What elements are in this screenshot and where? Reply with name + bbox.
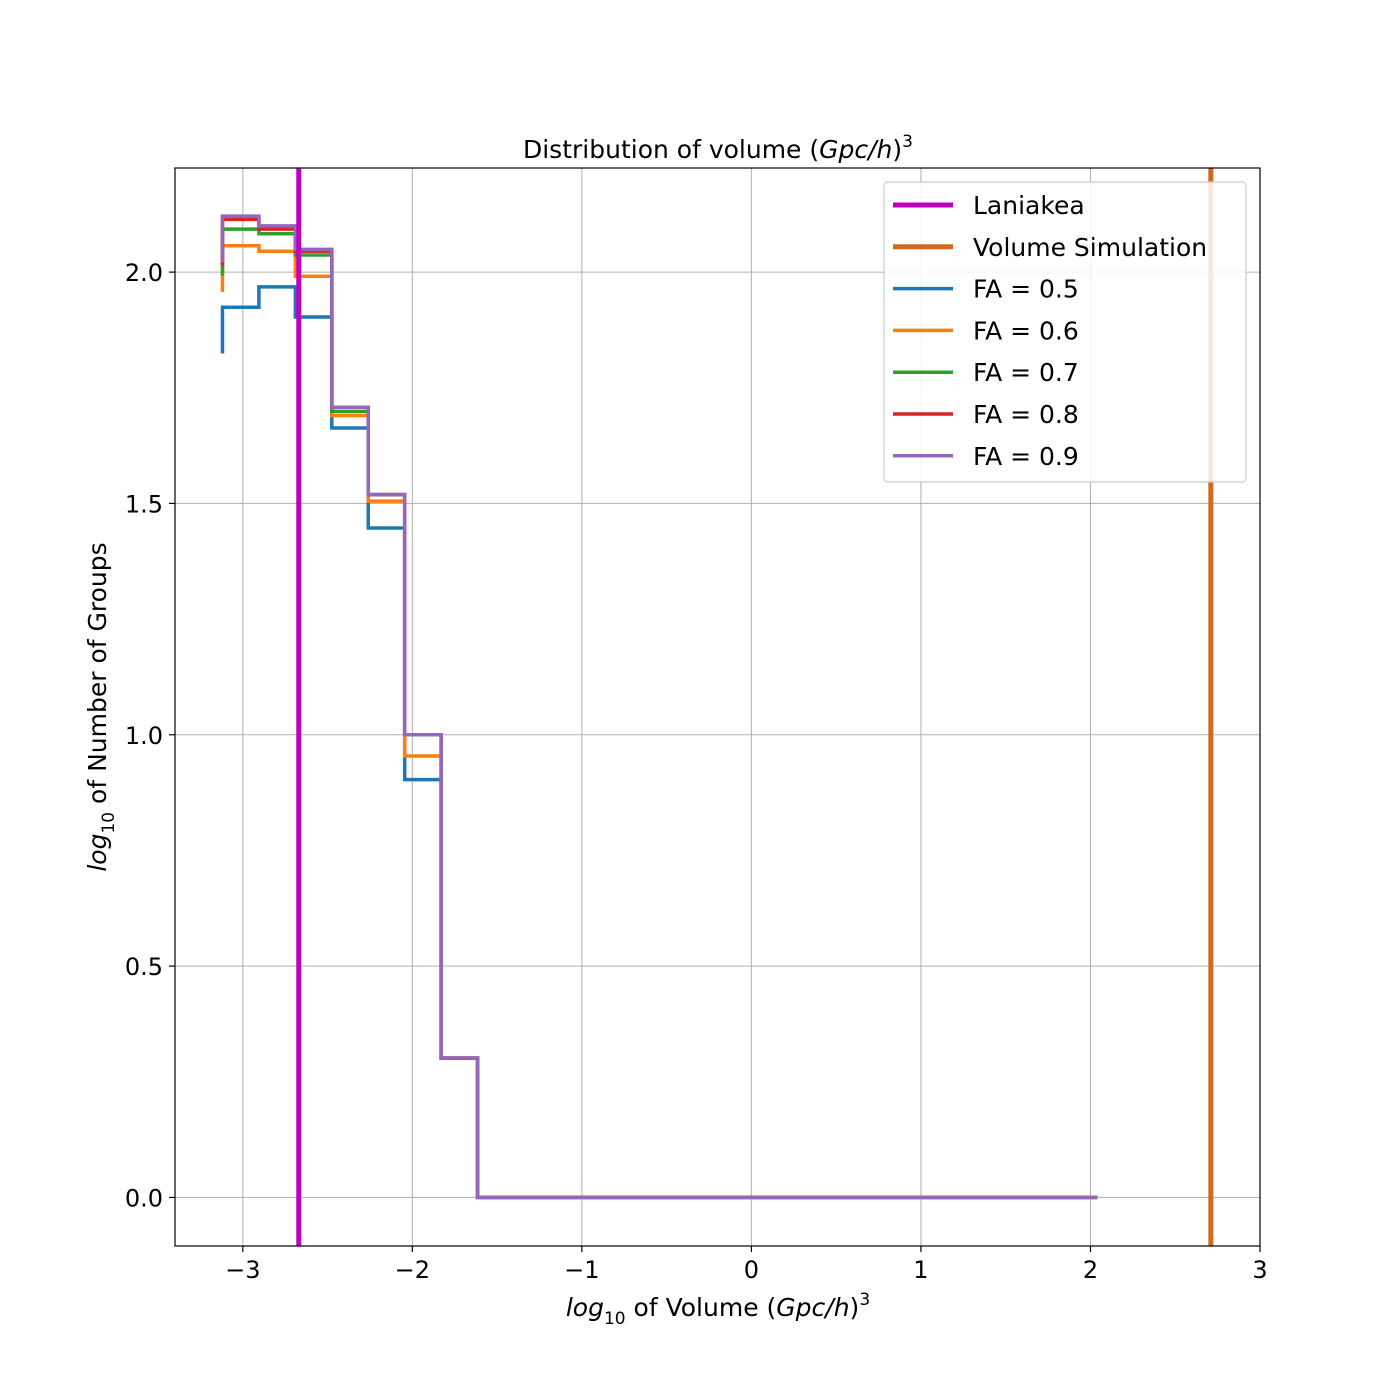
y-tick-label: 0.5 <box>125 953 163 981</box>
y-tick-label: 1.0 <box>125 722 163 750</box>
legend-label: FA = 0.9 <box>973 442 1079 471</box>
x-tick-label: 2 <box>1083 1256 1098 1284</box>
x-axis-ticks: −3 −2 −1 0 1 2 3 <box>225 1246 1268 1284</box>
legend-label: Volume Simulation <box>973 233 1207 262</box>
y-axis-label: log10 of Number of Groups <box>83 542 119 871</box>
y-axis-ticks: 0.0 0.5 1.0 1.5 2.0 <box>125 259 175 1212</box>
series-layer <box>220 214 1098 1200</box>
legend-label: FA = 0.7 <box>973 358 1079 387</box>
x-tick-label: −3 <box>225 1256 260 1284</box>
x-axis-label: log10 of Volume (Gpc/h)3 <box>566 1290 870 1329</box>
x-tick-label: −1 <box>564 1256 599 1284</box>
x-tick-label: 0 <box>744 1256 759 1284</box>
series-line-fa-9 <box>220 214 1098 1200</box>
legend-label: Laniakea <box>973 191 1085 220</box>
y-tick-label: 0.0 <box>125 1184 163 1212</box>
legend: Laniakea Volume Simulation FA = 0.5 FA = 0.… <box>883 181 1247 483</box>
legend-label: FA = 0.5 <box>973 275 1079 304</box>
y-tick-label: 1.5 <box>125 490 163 518</box>
legend-items: Laniakea Volume Simulation FA = 0.5 FA = 0.… <box>893 191 1207 471</box>
x-tick-label: 1 <box>913 1256 928 1284</box>
x-tick-label: 3 <box>1252 1256 1267 1284</box>
x-tick-label: −2 <box>395 1256 430 1284</box>
legend-box <box>883 181 1247 483</box>
chart-title: Distribution of volume (Gpc/h)3 <box>523 132 913 164</box>
legend-label: FA = 0.6 <box>973 316 1079 345</box>
plot-frame <box>174 167 1261 1247</box>
y-tick-label: 2.0 <box>125 259 163 287</box>
legend-label: FA = 0.8 <box>973 400 1079 429</box>
